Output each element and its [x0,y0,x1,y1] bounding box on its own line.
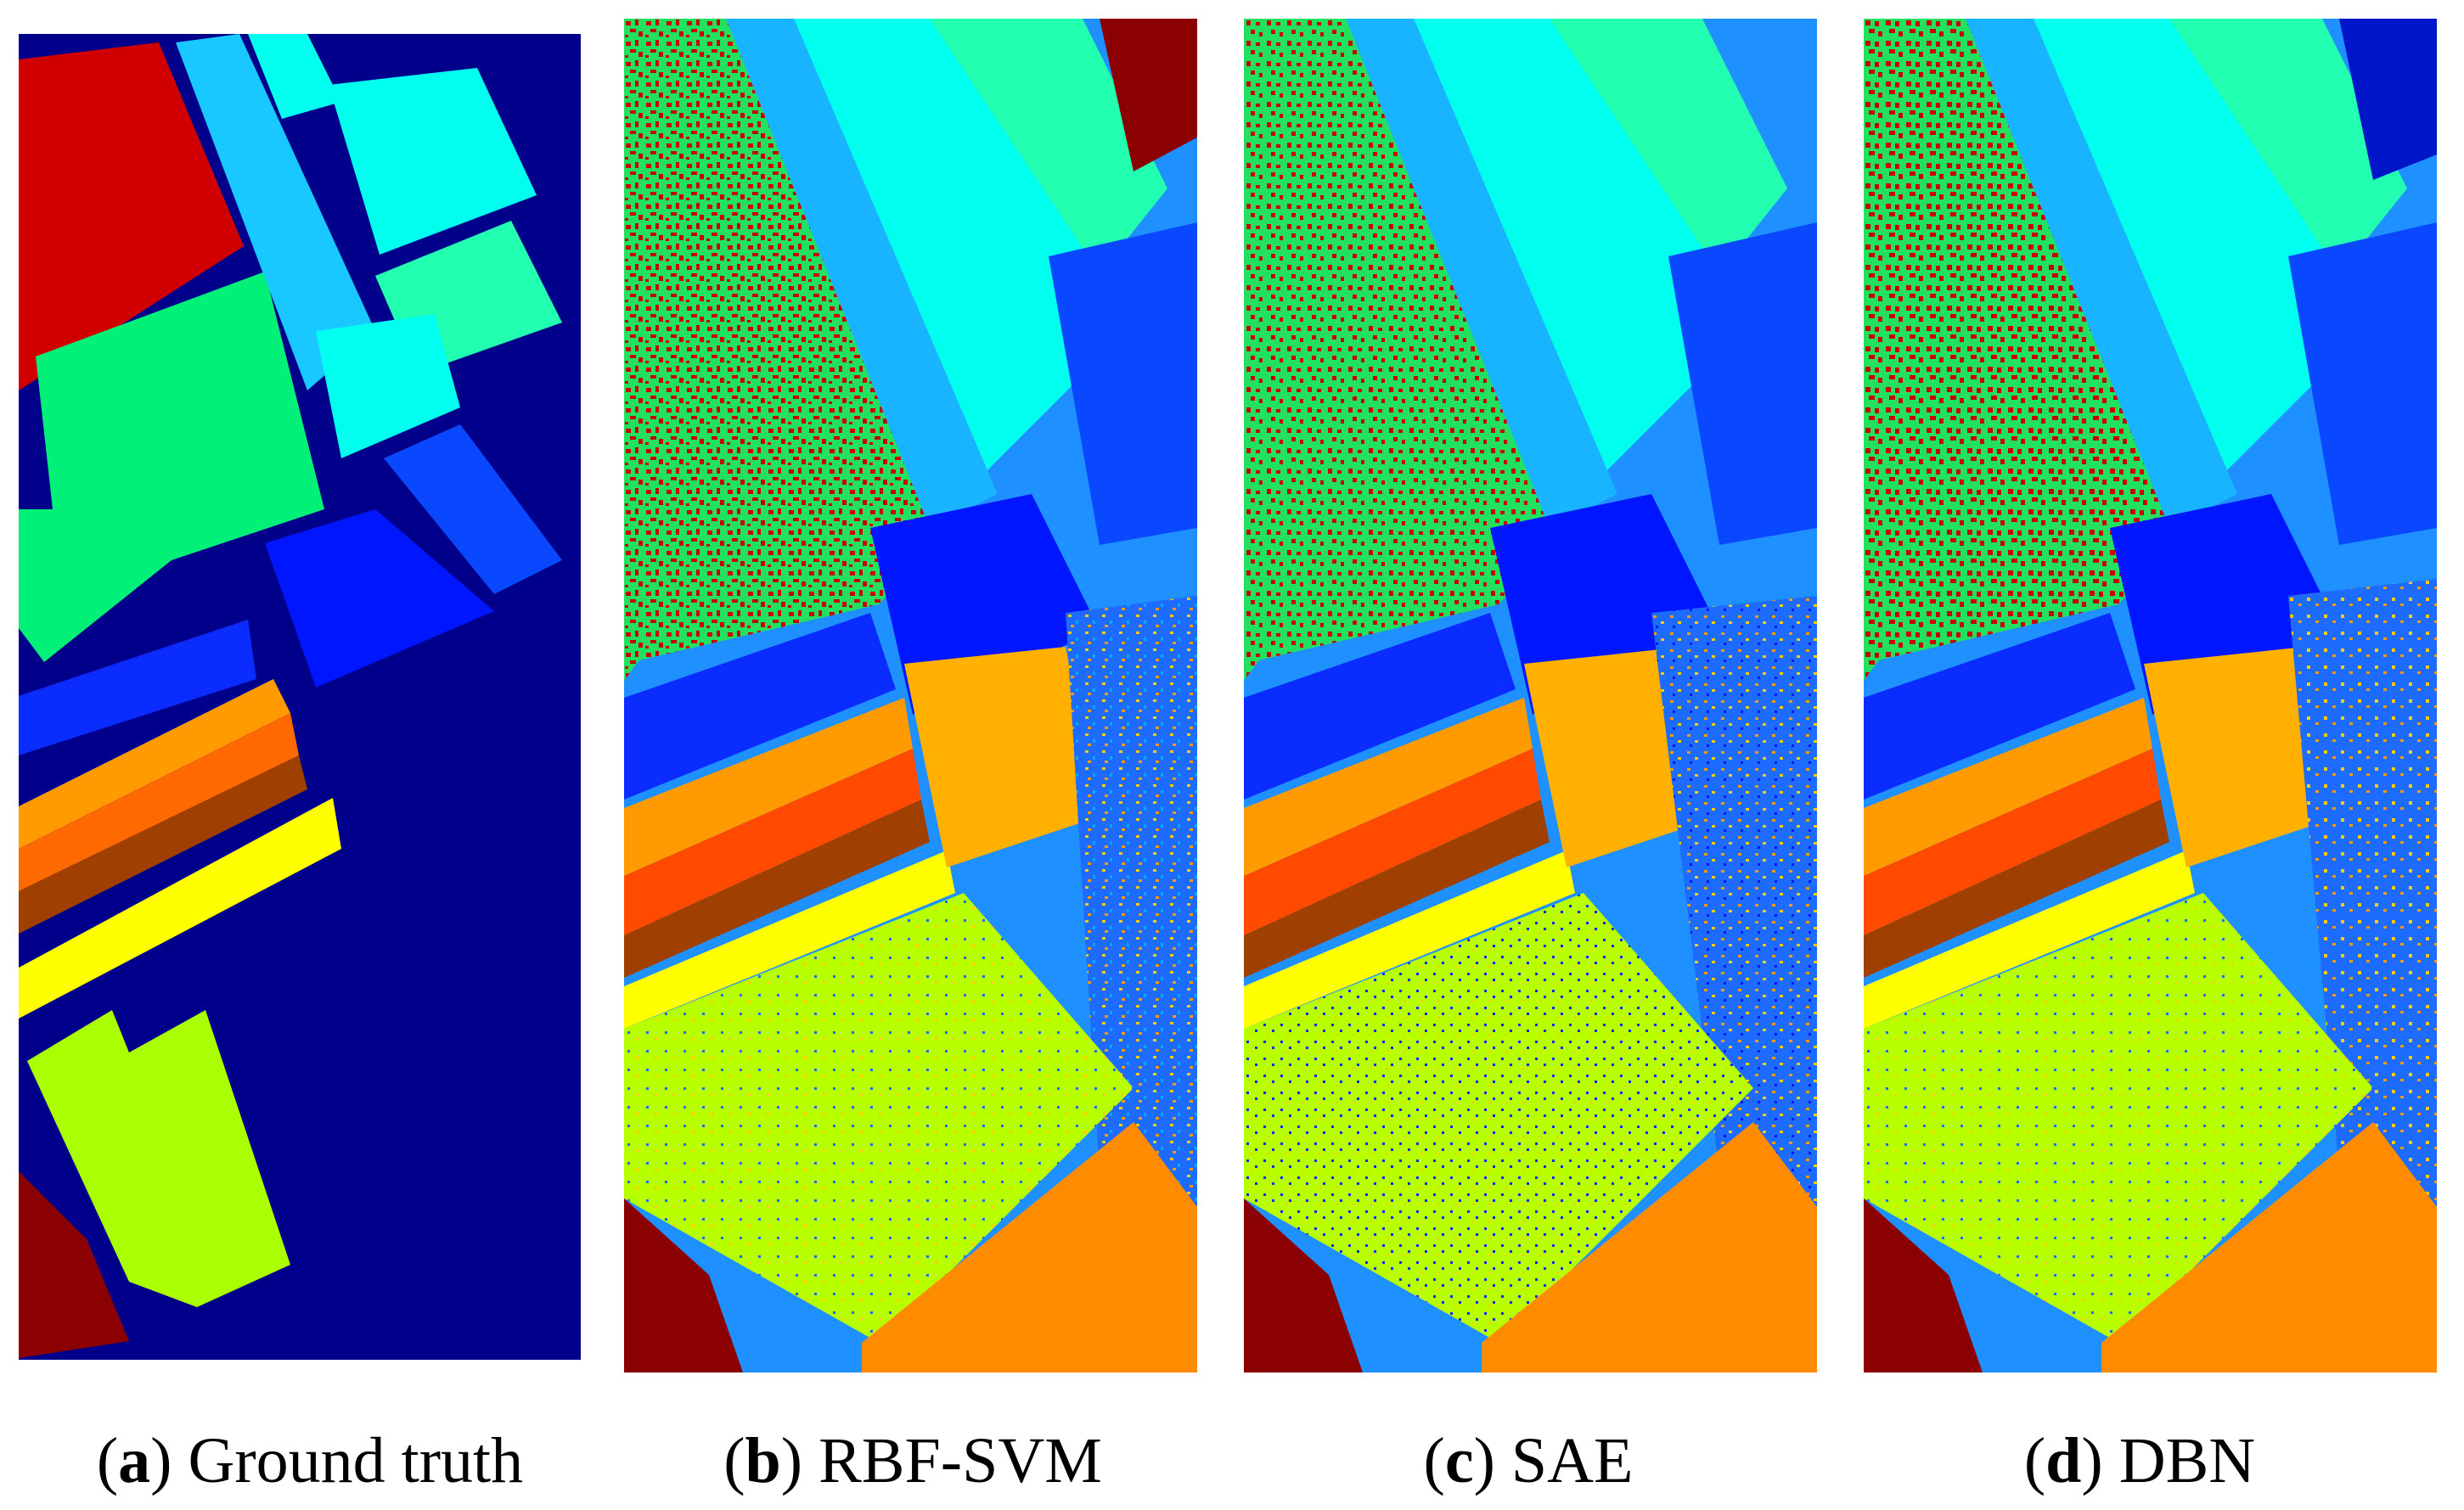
caption-b-label: b [745,1425,781,1496]
field-blue-right [1668,222,1817,545]
field-mint [1550,19,1787,273]
caption-c: (c) SAE [1375,1423,1681,1499]
field-dark-blue-corner [2339,19,2437,180]
caption-d-close: ) [2081,1425,2103,1496]
field-yellow-green [1864,893,2373,1343]
caption-c-close: ) [1473,1425,1495,1496]
field-brown [1244,800,1550,978]
field-dark-blue-strip [1864,613,2135,800]
field-yellow [1244,850,1575,1029]
field-blue-noisy [1651,596,1817,1207]
field-dark-red-corner-2 [624,1198,743,1372]
field-orange-field [2101,1122,2437,1372]
field-cyan [2000,19,2399,477]
field-brown [1864,800,2169,978]
field-orange-field [1482,1122,1817,1372]
field-cyan-blue [1346,19,1617,528]
field-orange-field [862,1122,1197,1372]
field-dark-blue-strip [624,613,896,800]
field-blue-right [2288,222,2437,545]
field-blue-right [384,424,562,594]
field-mint [930,19,1167,273]
caption-d-text: DBN [2102,1425,2256,1496]
field-dark-red [19,1171,129,1358]
field-brown [624,800,930,978]
field-cyan [1380,19,1779,477]
caption-b-open: ( [723,1425,745,1496]
field-cyan-blue [726,19,998,528]
field-cyan-strip-1 [176,34,375,390]
field-yellow [1864,850,2195,1029]
field-brown [19,755,307,934]
field-red [19,42,244,390]
field-light-cyan-block-2 [316,314,460,458]
field-dark-orange [1864,749,2161,935]
field-yellow-orange [2144,647,2339,867]
field-dark-red-corner [1864,1198,1983,1372]
field-dark-orange [624,749,921,935]
sae-map [1244,19,1817,1372]
field-yellow-green [27,1010,290,1307]
caption-a-text: Ground truth [172,1425,524,1496]
field-blue-center [265,509,494,688]
field-blue-center [1490,494,1719,715]
field-blue-center [2110,494,2339,715]
field-yellow-orange [904,647,1100,867]
field-orange-1 [19,679,290,849]
caption-a-close: ) [150,1425,172,1496]
field-dark-blue-strip [1244,613,1516,800]
caption-c-open: ( [1423,1425,1445,1496]
field-cyan-blue [1966,19,2237,528]
field-green [19,272,324,662]
caption-c-label: c [1444,1425,1474,1496]
field-light-cyan-block [329,68,537,255]
field-dark-blue-strip [19,620,256,755]
caption-a-label: a [118,1425,151,1496]
caption-d-label: d [2045,1425,2082,1496]
field-blue-noisy [2288,579,2437,1207]
field-dark-orange [19,713,299,891]
dbn-map [1864,19,2437,1372]
field-dark-red-corner [1100,19,1197,171]
field-dark-orange [1244,749,1541,935]
caption-b-close: ) [780,1425,803,1496]
field-yellow-green [624,893,1134,1343]
field-dark-red-corner [1244,1198,1363,1372]
field-mint [2169,19,2407,273]
field-blue-center [870,494,1100,715]
caption-c-text: SAE [1494,1425,1634,1496]
field-yellow [624,850,955,1029]
field-cyan-strip-2 [248,34,341,119]
caption-b: (b) RBF-SVM [671,1423,1155,1499]
field-orange-1 [624,698,913,876]
caption-d: (d) DBN [1970,1423,2309,1499]
field-yellow [19,798,341,1019]
field-cyan [760,19,1159,477]
field-orange-1 [1244,698,1533,876]
rbf-svm-map [624,19,1197,1372]
caption-a-open: ( [96,1425,119,1496]
ground-truth-map [19,34,581,1360]
caption-d-open: ( [2023,1425,2046,1496]
field-orange-1 [1864,698,2152,876]
caption-a: (a) Ground truth [34,1423,586,1499]
field-yellow-green [1244,893,1753,1343]
field-blue-right [1049,222,1197,545]
caption-b-text: RBF-SVM [802,1425,1102,1496]
